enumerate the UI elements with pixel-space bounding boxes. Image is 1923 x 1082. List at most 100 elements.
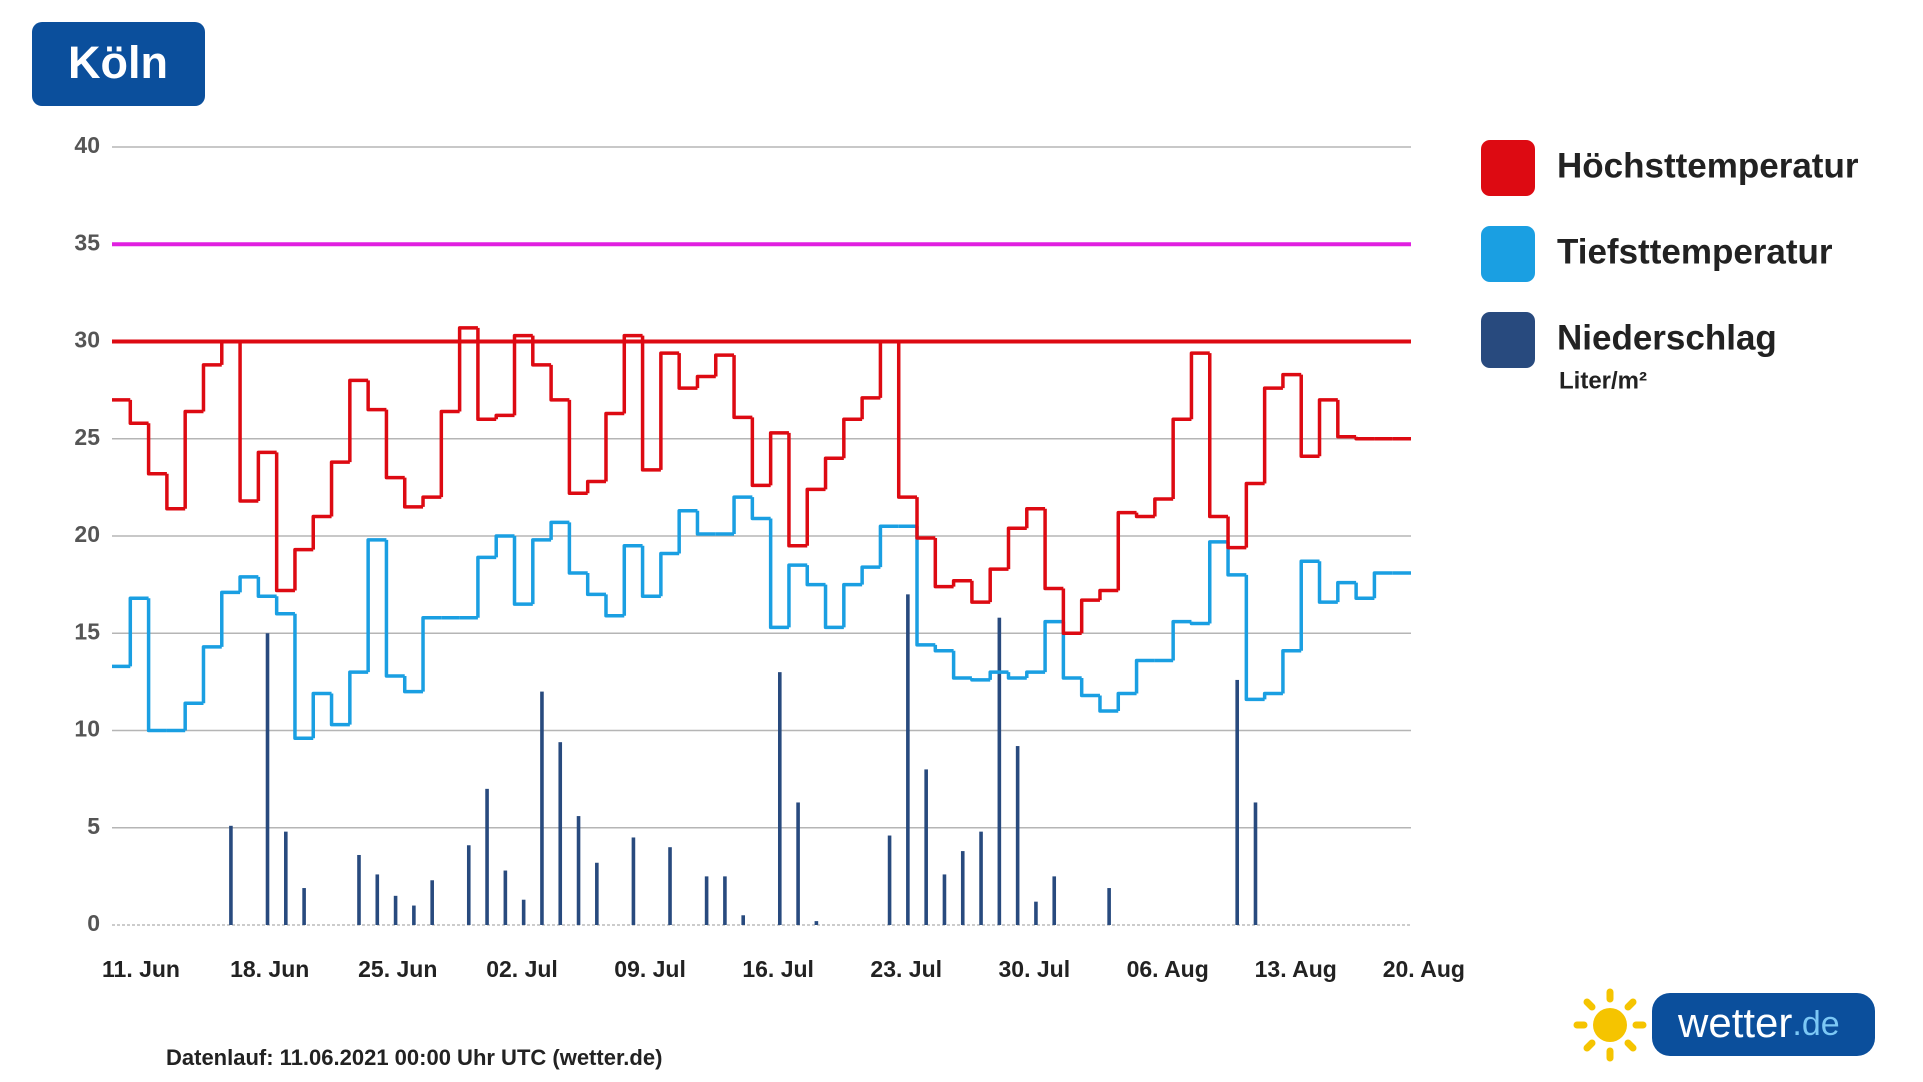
- temp-step: [640, 335, 661, 472]
- temp-step: [659, 351, 680, 470]
- temp-step: [1098, 588, 1119, 601]
- temp-step: [1208, 353, 1229, 519]
- precip-bar: [466, 845, 471, 925]
- y-tick-label: 5: [87, 813, 100, 839]
- temp-step: [823, 584, 844, 630]
- precip-bar: [375, 874, 380, 925]
- temp-step: [494, 534, 515, 558]
- precip-bar: [960, 851, 965, 925]
- temp-step: [146, 423, 167, 476]
- temp-step: [951, 650, 972, 680]
- temp-step: [329, 460, 350, 517]
- precip-bar: [229, 825, 233, 925]
- legend-swatch: [1481, 140, 1535, 196]
- temp-step: [878, 339, 899, 398]
- temp-step: [970, 580, 991, 604]
- precip-bar: [576, 816, 581, 925]
- temp-step: [1079, 677, 1100, 698]
- temp-step: [549, 520, 570, 540]
- temp-step: [1244, 481, 1265, 548]
- temp-step: [1134, 658, 1155, 694]
- temp-step: [640, 545, 661, 599]
- temp-step: [1317, 398, 1338, 457]
- precip-bar: [1235, 679, 1239, 925]
- logo-pill: [1652, 993, 1875, 1056]
- precip-bar: [814, 921, 819, 925]
- temp-step: [274, 452, 295, 593]
- x-tick-label: 23. Jul: [870, 956, 942, 982]
- temp-step: [1153, 497, 1174, 517]
- precip-bar: [668, 847, 672, 925]
- temp-step: [896, 341, 918, 499]
- temp-step: [1116, 691, 1137, 712]
- precip-bar: [595, 862, 599, 925]
- title-box: [32, 22, 205, 106]
- x-tick-label: 16. Jul: [742, 956, 814, 982]
- x-tick-label: 02. Jul: [486, 956, 558, 982]
- temp-step: [604, 594, 625, 618]
- temp-step: [750, 497, 771, 521]
- precip-bar: [393, 895, 398, 925]
- temp-step: [531, 335, 552, 367]
- temp-step: [457, 326, 478, 412]
- logo-text: wetter.de: [1677, 999, 1840, 1046]
- temp-step: [311, 514, 332, 550]
- temp-step: [238, 341, 259, 503]
- x-tick-label: 09. Jul: [614, 956, 686, 982]
- temp-step: [1098, 695, 1119, 713]
- temp-step: [1244, 574, 1265, 702]
- precip-bar: [906, 594, 910, 925]
- temp-step: [1079, 598, 1100, 634]
- temp-step: [220, 590, 241, 647]
- temp-step: [1208, 540, 1229, 624]
- temp-step: [951, 578, 972, 587]
- temp-step: [1372, 571, 1393, 599]
- temp-step: [348, 378, 369, 463]
- x-tick-label: 13. Aug: [1255, 956, 1337, 982]
- footer: Datenlauf: 11.06.2021 00:00 Uhr UTC (wet…: [166, 1045, 662, 1070]
- temp-step: [201, 645, 222, 704]
- temp-step: [439, 409, 460, 498]
- temp-step: [970, 677, 991, 682]
- precip-bar: [302, 888, 306, 925]
- temp-step: [402, 477, 424, 509]
- precip-bar: [979, 831, 983, 925]
- temp-step: [1281, 649, 1302, 694]
- temp-step: [494, 413, 515, 420]
- temp-step: [1336, 580, 1357, 603]
- temp-step: [768, 431, 789, 486]
- temp-step: [476, 327, 497, 422]
- temp-step: [512, 333, 533, 416]
- legend-label: Niederschlag: [1557, 318, 1777, 357]
- temp-step: [768, 518, 789, 630]
- x-tick-label: 20. Aug: [1383, 956, 1465, 982]
- temp-step: [604, 411, 625, 482]
- temp-step: [1317, 561, 1338, 604]
- precip-bar: [430, 880, 434, 925]
- temp-step: [805, 565, 826, 587]
- precip-bar: [723, 876, 727, 925]
- temp-step: [585, 572, 606, 597]
- temp-step: [1171, 619, 1192, 661]
- precip-bar: [924, 769, 928, 925]
- precip-bar: [1052, 876, 1057, 925]
- precip-bar: [357, 854, 361, 925]
- temp-step: [183, 409, 204, 509]
- temp-step: [402, 676, 424, 694]
- temp-step: [549, 364, 570, 402]
- temp-step: [421, 495, 442, 507]
- temp-step: [1336, 399, 1357, 439]
- temp-step: [1043, 508, 1064, 591]
- temp-step: [732, 495, 753, 535]
- y-tick-label: 30: [74, 327, 100, 353]
- y-tick-label: 10: [74, 716, 100, 742]
- y-tick-label: 0: [87, 910, 100, 936]
- temp-step: [1262, 691, 1283, 700]
- precip-bar: [1107, 888, 1111, 925]
- temp-step: [1006, 526, 1027, 570]
- temp-step: [750, 417, 771, 488]
- temp-step: [1299, 559, 1320, 651]
- temp-step: [787, 432, 808, 548]
- temp-step: [585, 479, 606, 494]
- precip-bar: [558, 742, 563, 925]
